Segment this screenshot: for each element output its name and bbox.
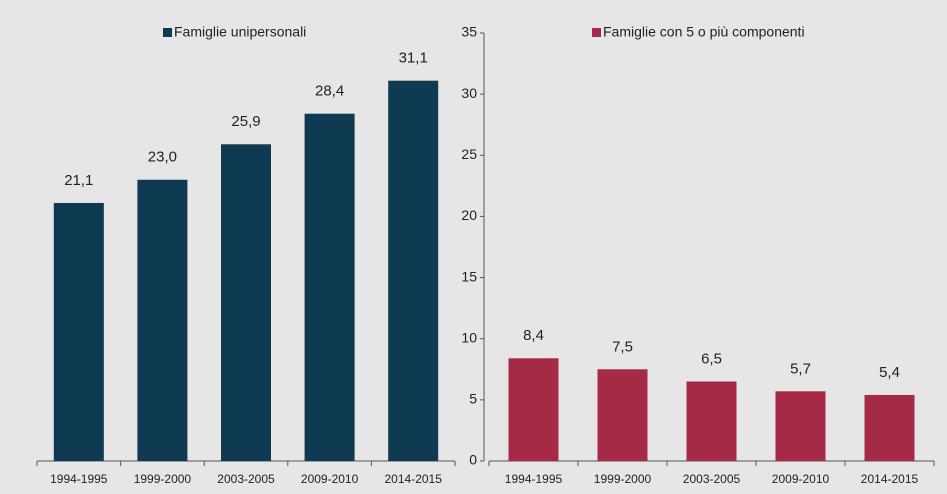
bar: [775, 391, 826, 461]
value-label: 6,5: [701, 350, 722, 367]
y-tick-label: 5: [469, 391, 477, 407]
x-tick-label: 2009-2010: [772, 472, 830, 486]
x-tick-label: 1994-1995: [50, 472, 108, 486]
x-tick-label: 1994-1995: [505, 472, 563, 486]
legend-swatch: [592, 28, 601, 37]
y-tick-label: 20: [461, 207, 477, 223]
bar: [686, 381, 737, 461]
x-tick-label: 2003-2005: [217, 472, 275, 486]
y-tick-label: 30: [461, 85, 477, 101]
x-tick-label: 1999-2000: [134, 472, 192, 486]
value-label: 8,4: [523, 327, 544, 344]
bar: [864, 394, 915, 461]
x-tick-label: 2003-2005: [683, 472, 741, 486]
value-label: 7,5: [612, 338, 633, 355]
y-tick-label: 10: [461, 329, 477, 345]
bar: [53, 202, 104, 461]
value-label: 28,4: [315, 83, 344, 100]
bar: [304, 113, 355, 462]
x-tick-label: 2014-2015: [861, 472, 919, 486]
bar: [597, 369, 648, 461]
bar: [221, 144, 271, 461]
legend-label: Famiglie con 5 o più componenti: [603, 24, 805, 40]
bar: [388, 80, 439, 461]
legend-swatch: [163, 28, 172, 37]
legend-label: Famiglie unipersonali: [174, 24, 306, 40]
y-tick-label: 0: [469, 452, 477, 468]
y-tick-label: 35: [461, 24, 477, 40]
value-label: 5,7: [790, 360, 811, 377]
value-label: 5,4: [879, 364, 900, 381]
value-label: 23,0: [148, 149, 177, 166]
y-tick-label: 15: [461, 268, 477, 284]
y-tick-label: 25: [461, 146, 477, 162]
value-label: 25,9: [231, 113, 260, 130]
bar: [137, 179, 188, 461]
x-tick-label: 1999-2000: [594, 472, 652, 486]
bar: [508, 358, 559, 461]
value-label: 21,1: [64, 172, 93, 189]
x-tick-label: 2009-2010: [301, 472, 359, 486]
x-tick-label: 2014-2015: [385, 472, 443, 486]
value-label: 31,1: [399, 50, 428, 67]
